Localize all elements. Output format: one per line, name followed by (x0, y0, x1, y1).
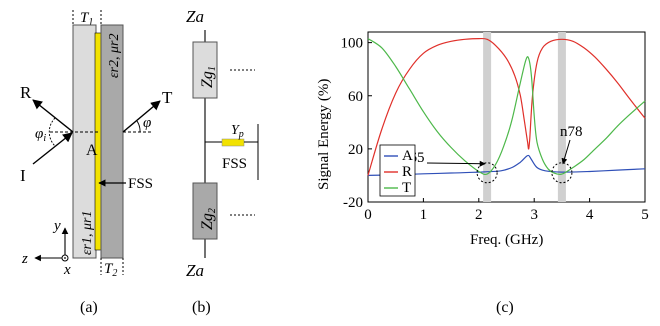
reflected-ray (32, 99, 74, 133)
angle-phi-i-arc (48, 117, 56, 147)
series-T-line (367, 38, 646, 176)
series-A-line (367, 154, 646, 176)
x-tick-label-3: 3 (530, 207, 538, 223)
series-R-line (367, 37, 646, 176)
y-tick-label-3: 100 (341, 36, 364, 52)
x-tick-label-0: 0 (364, 207, 372, 223)
x-tick-label-5: 5 (641, 207, 649, 223)
axis-x-label: x (63, 262, 71, 278)
zg1-box (192, 41, 218, 99)
zg2-label: Zg2 (199, 208, 218, 230)
t1-label: T1 (80, 10, 93, 28)
y-tick-label-2: 60 (348, 89, 363, 105)
caption-b: (b) (192, 299, 211, 316)
annotation-arrow-n65 (426, 160, 486, 167)
y-tick-label-1: 20 (348, 142, 363, 158)
annotation-arrow-n78 (561, 139, 571, 165)
x-axis-dot-center (64, 257, 66, 259)
za-bottom-label: Za (186, 261, 204, 280)
transmitted-ray (122, 100, 161, 133)
ray-t-label: T (162, 88, 173, 107)
x-tick-label-2: 2 (475, 207, 483, 223)
zg1-label: Zg1 (199, 66, 218, 88)
dielectric-slab-2 (100, 24, 124, 259)
y-tick-label-0: -20 (343, 195, 363, 211)
highlight-band-0 (483, 32, 492, 202)
angle-phi-i-label: φi (35, 126, 46, 144)
slab1-material-label: εr1, μr1 (80, 211, 95, 255)
caption-c: (c) (496, 299, 514, 316)
angle-phi-label: φ (143, 115, 151, 131)
x-axis-label: Freq. (GHz) (470, 232, 543, 248)
zg2-box (192, 182, 218, 240)
axis-y-label: y (52, 218, 61, 234)
y-axis-label: Signal Energy (%) (316, 79, 332, 190)
x-tick-label-4: 4 (586, 207, 594, 223)
x-tick-label-1: 1 (420, 207, 428, 223)
annotation-circle-n78 (551, 162, 573, 184)
fss-b-label: FSS (222, 156, 247, 172)
point-a-label: A (86, 142, 98, 159)
panel-a: T1 εr2, μr2 εr1, μr1 T2 R I φi A T φ (20, 10, 173, 316)
annotation-label-n78: n78 (560, 124, 583, 140)
annotation-circle-n65 (476, 162, 498, 184)
ray-r-label: R (20, 83, 32, 102)
fss-a-label: FSS (128, 176, 153, 192)
yp-element (221, 138, 245, 147)
slab2-material-label: εr2, μr2 (107, 34, 122, 78)
incident-ray (32, 132, 73, 165)
axis-z-label: z (21, 251, 28, 267)
legend-label-T: T (402, 180, 411, 196)
legend-label-A: A (402, 148, 413, 164)
za-top-label: Za (186, 7, 204, 26)
yp-label: Yp (231, 123, 244, 140)
highlight-band-1 (557, 32, 566, 202)
caption-a: (a) (80, 299, 98, 316)
panel-b: Za Zg1 Yp FSS Zg2 Za (b) (186, 7, 259, 316)
legend: ART (379, 144, 416, 197)
angle-phi-arc (136, 120, 141, 133)
legend-label-R: R (402, 164, 412, 180)
plot-frame (367, 31, 646, 203)
ray-i-label: I (20, 166, 26, 185)
t2-label: T2 (104, 261, 117, 279)
